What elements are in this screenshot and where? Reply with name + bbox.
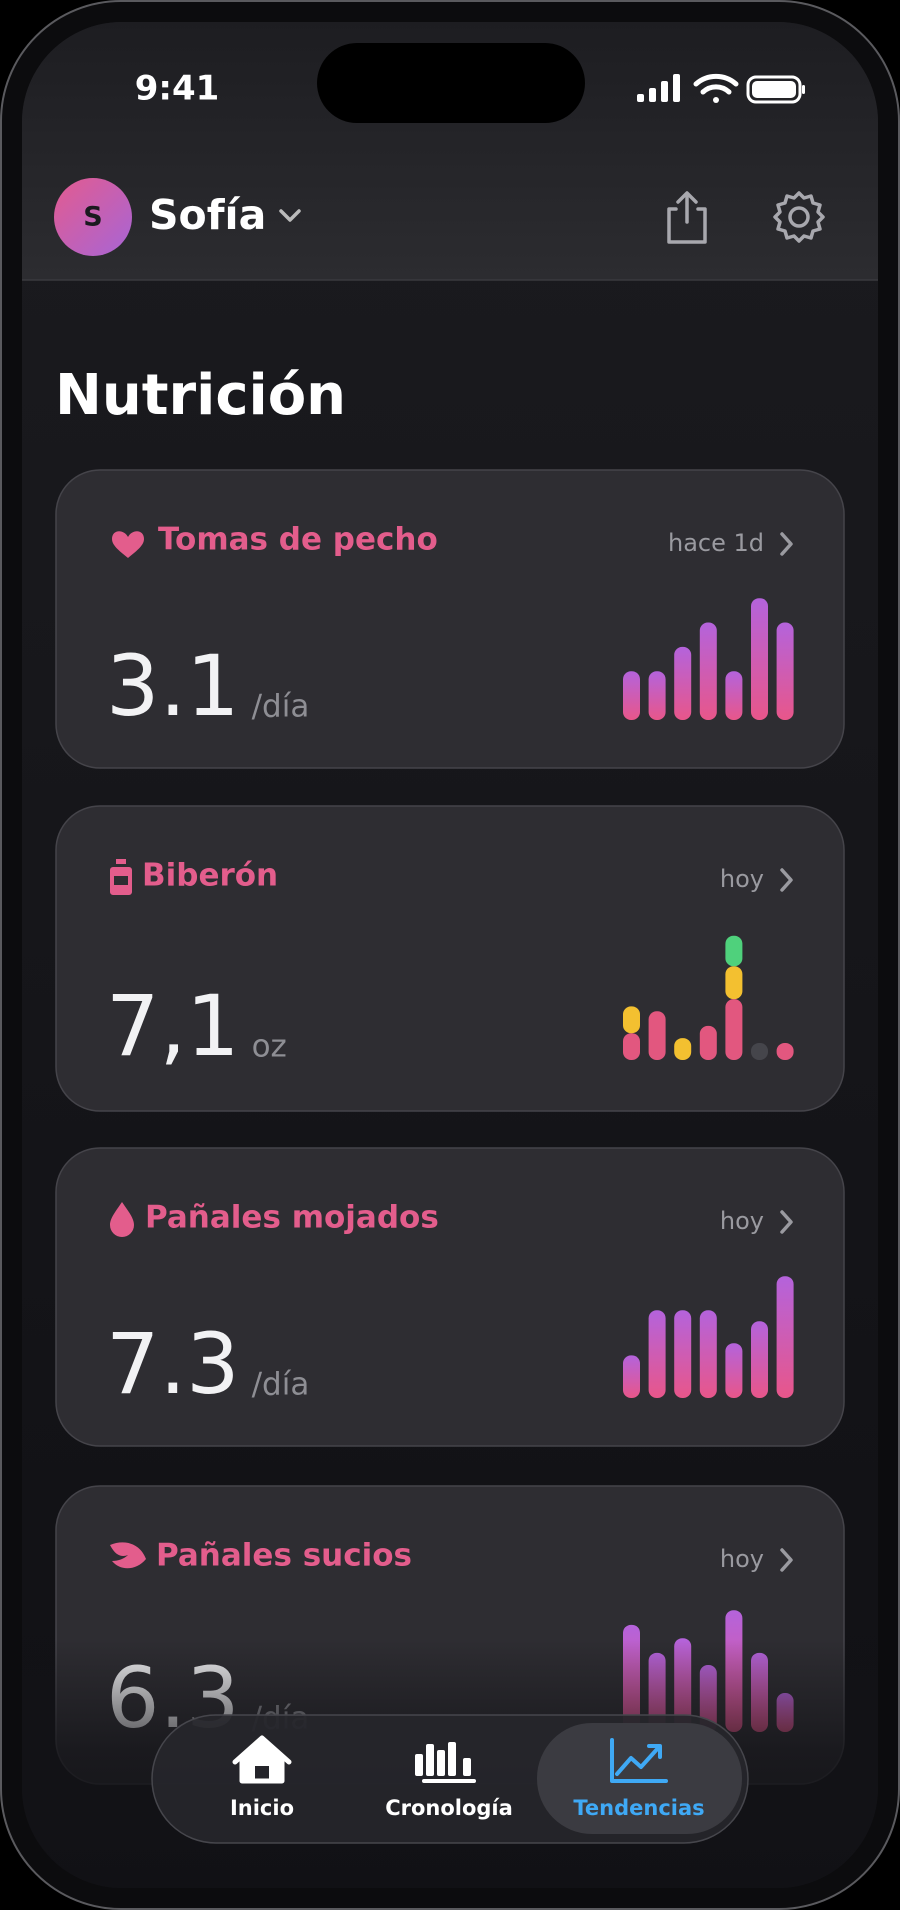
nav-layer: Inicio Cronología Tendencias <box>151 1714 749 1844</box>
bar-segment <box>699 1025 717 1060</box>
status-time: 9:41 <box>135 69 220 109</box>
tab-label: Tendencias <box>573 1796 704 1820</box>
tab-item[interactable]: Cronología <box>385 1742 513 1820</box>
battery-icon <box>746 75 802 104</box>
card[interactable] <box>55 805 845 1112</box>
tab-item[interactable]: Inicio <box>230 1735 294 1820</box>
bar-segment <box>648 1011 666 1060</box>
card[interactable] <box>55 1147 845 1447</box>
card-time: hoy <box>720 865 764 893</box>
section-title: Nutrición <box>55 363 346 428</box>
bar <box>725 1343 743 1398</box>
card-icon <box>110 859 132 895</box>
card-unit: /día <box>252 1367 310 1403</box>
profile-chevron[interactable] <box>279 209 301 222</box>
card-chevron <box>780 532 793 556</box>
bar <box>751 1321 768 1398</box>
profile-name[interactable]: Sofía <box>149 191 266 239</box>
timeline-icon-bar <box>415 1754 423 1776</box>
home-icon-fill <box>242 1738 282 1781</box>
bar <box>674 1310 692 1398</box>
card-icon <box>110 1542 146 1569</box>
card-title: Biberón <box>142 858 278 894</box>
card-time: hoy <box>720 1207 764 1235</box>
card-chevron <box>780 1548 793 1572</box>
signal-icon <box>637 74 680 102</box>
timeline-icon-bar <box>437 1750 445 1776</box>
tab-item[interactable]: Tendencias <box>537 1723 742 1834</box>
card-title: Pañales mojados <box>145 1200 439 1236</box>
card-title: Pañales sucios <box>156 1538 412 1574</box>
tab-label: Inicio <box>230 1796 294 1820</box>
bar <box>623 1355 640 1398</box>
tab-label: Cronología <box>385 1796 513 1820</box>
card-chevron <box>780 1210 793 1234</box>
bar <box>776 1276 794 1398</box>
bar <box>674 646 692 720</box>
card-value: 7.3 <box>106 1315 240 1413</box>
card[interactable] <box>55 469 845 769</box>
bar <box>699 1310 717 1398</box>
timeline-icon-bar <box>426 1744 434 1776</box>
bar <box>725 671 743 720</box>
bar-segment <box>674 1038 692 1060</box>
bar <box>623 671 640 720</box>
avatar[interactable] <box>54 178 132 256</box>
timeline-icon-bar <box>463 1758 471 1776</box>
card-unit: /día <box>252 689 310 725</box>
bar <box>648 671 666 720</box>
bar-segment <box>623 1033 640 1060</box>
card-time: hace 1d <box>668 529 764 557</box>
battery-level <box>752 81 796 98</box>
card-title: Tomas de pecho <box>158 522 438 558</box>
screen: Tomas de pecho hace 1d 3.1/día Biberón hoy 7,… <box>22 22 878 1888</box>
bar <box>776 622 794 720</box>
wifi-icon <box>693 73 739 103</box>
bar-segment <box>725 999 743 1060</box>
timeline-icon-base <box>422 1779 476 1783</box>
content: Tomas de pecho hace 1d 3.1/día Biberón hoy 7,… <box>22 469 878 1888</box>
card-chevron <box>780 868 793 892</box>
share-button[interactable] <box>667 191 707 244</box>
timeline-icon-bar <box>448 1742 456 1776</box>
bar <box>751 598 768 720</box>
bar-segment <box>623 1006 640 1034</box>
settings-button[interactable] <box>773 191 825 243</box>
card-time: hoy <box>720 1545 764 1573</box>
card-icon <box>112 531 144 558</box>
bar <box>699 622 717 720</box>
bar-segment <box>725 935 743 967</box>
tab-highlight <box>537 1723 742 1834</box>
bar <box>648 1310 666 1398</box>
card-icon <box>110 1202 134 1237</box>
bar-segment <box>751 1042 768 1060</box>
dynamic-island <box>317 43 585 123</box>
card-value: 3.1 <box>106 637 240 735</box>
trends-icon <box>610 1738 668 1783</box>
battery-tip <box>802 85 805 94</box>
bar-segment <box>725 966 743 1000</box>
card-unit: oz <box>252 1029 287 1065</box>
avatar-initial: S <box>83 202 102 233</box>
card-value: 7,1 <box>106 977 240 1075</box>
bar-segment <box>776 1042 794 1060</box>
